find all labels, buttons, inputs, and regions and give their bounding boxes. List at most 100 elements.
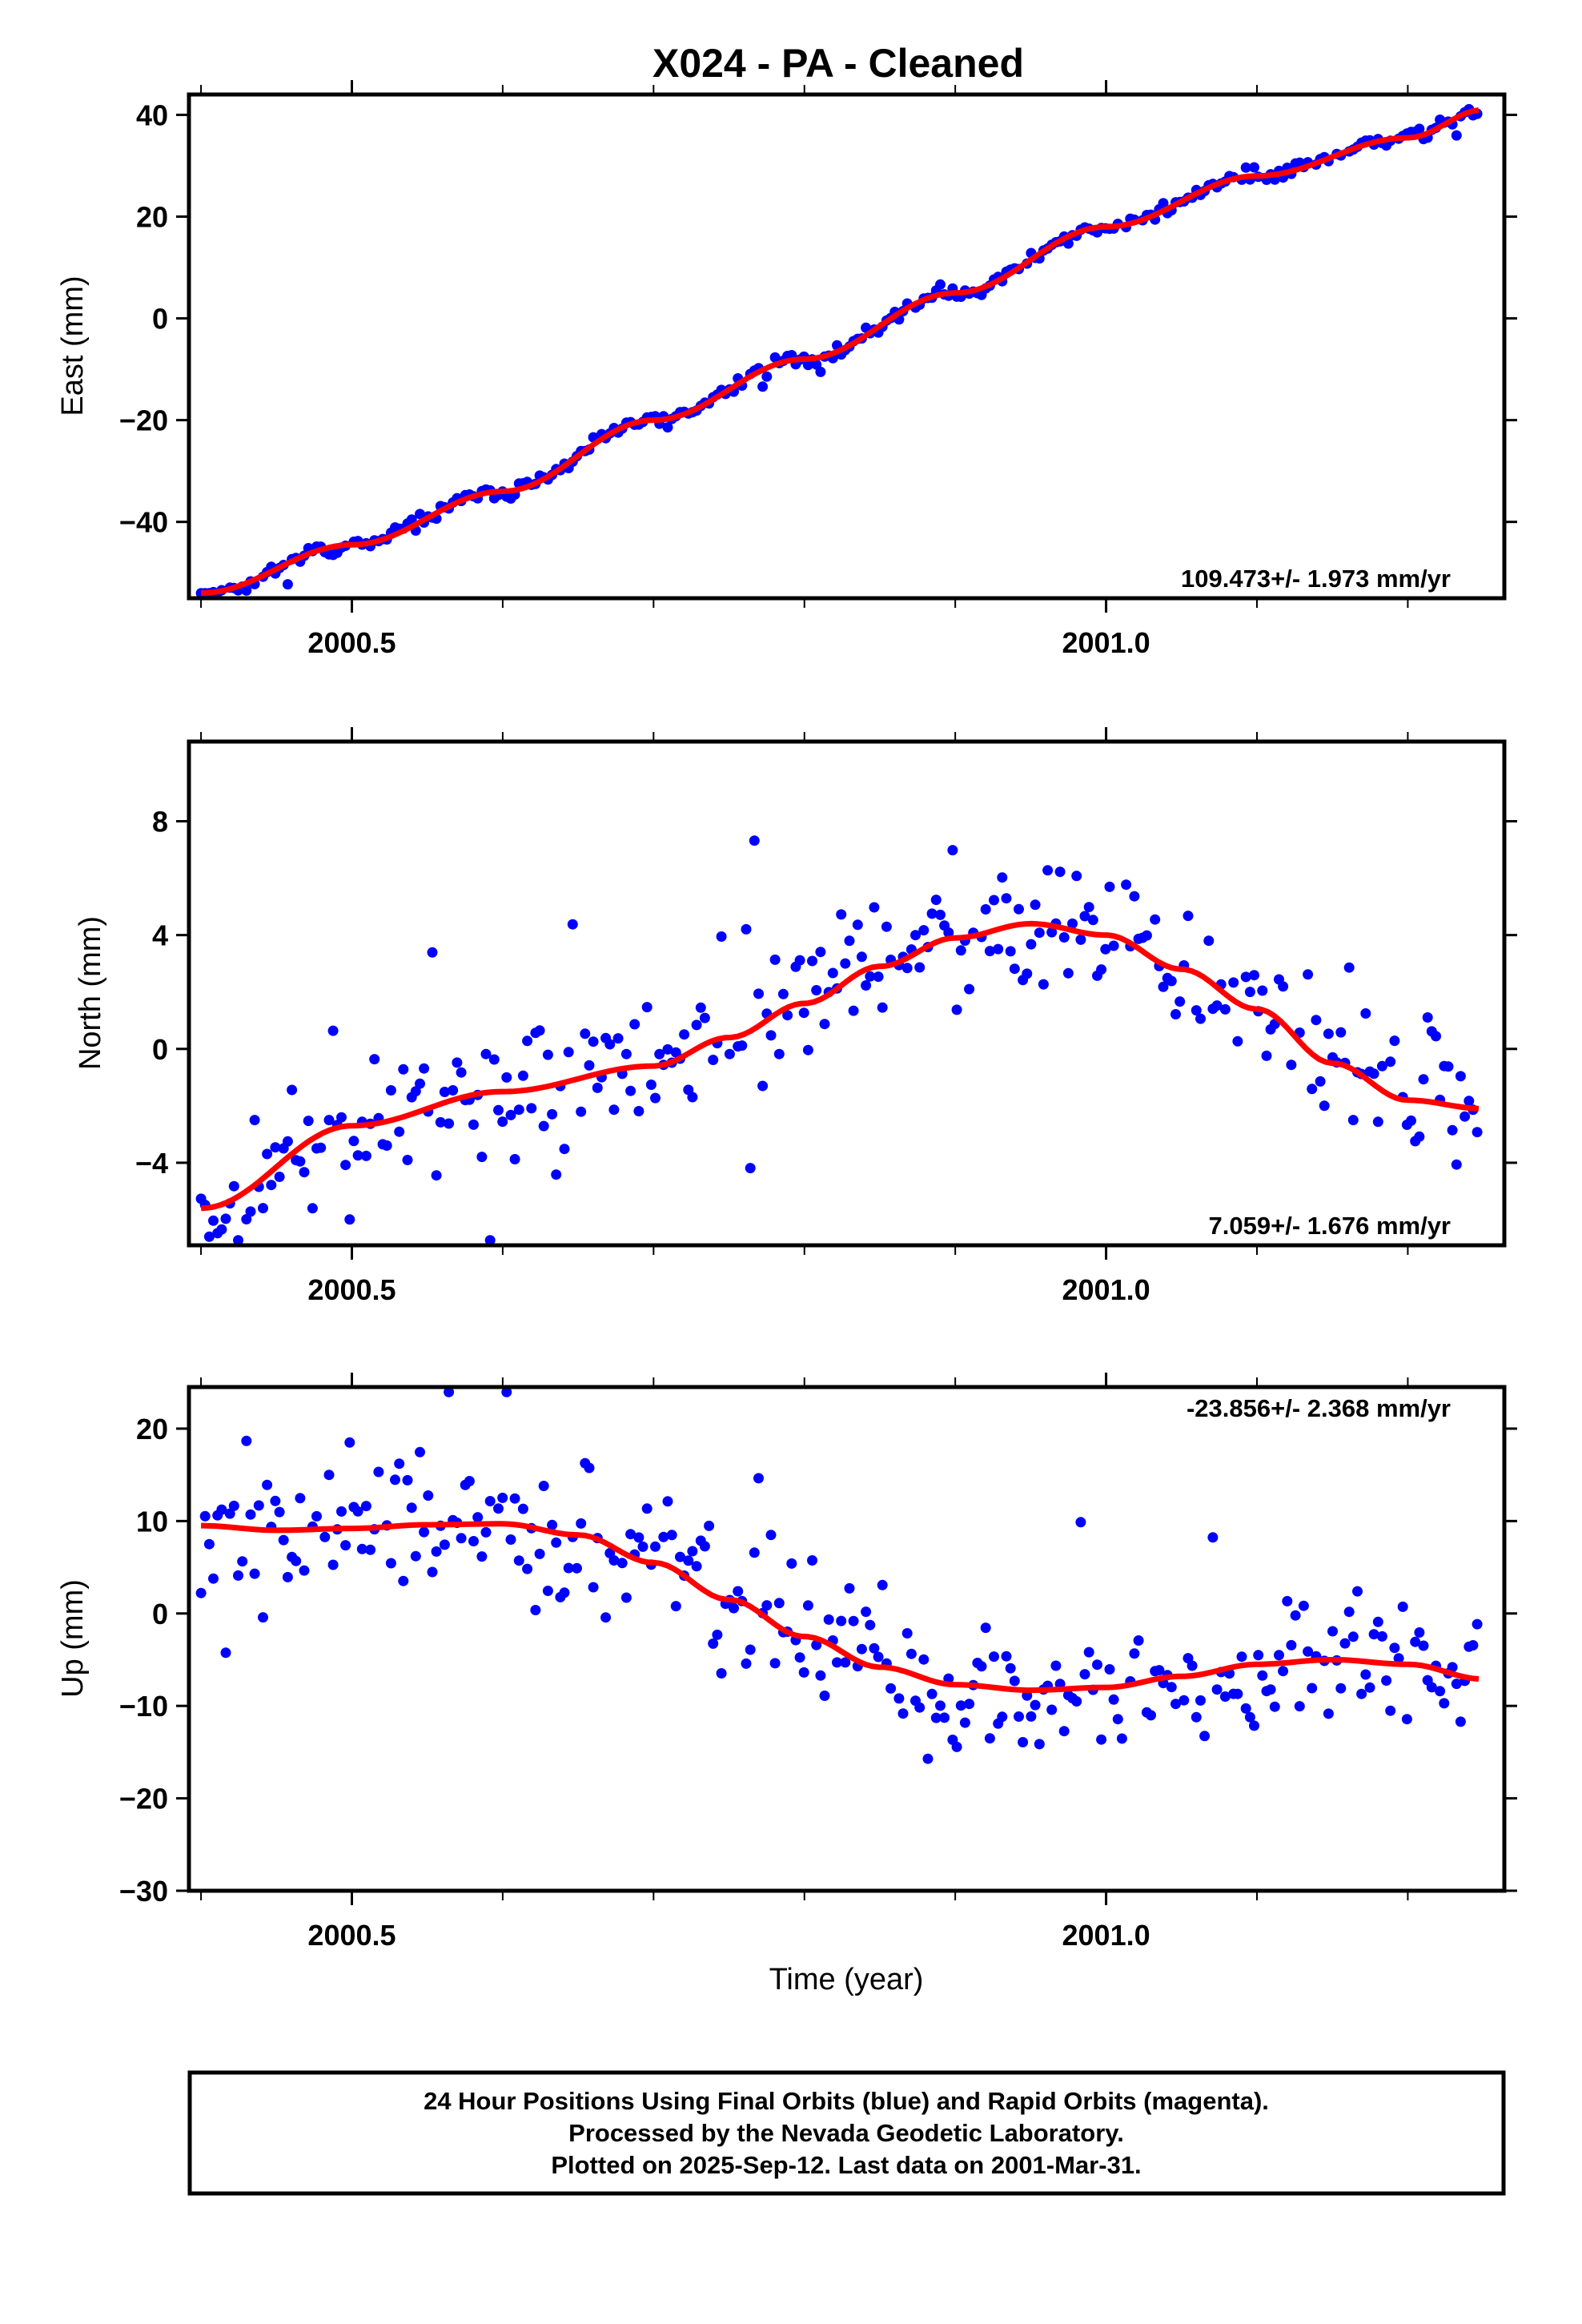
up-data-point bbox=[352, 1506, 363, 1517]
north-data-point bbox=[360, 1150, 371, 1161]
up-data-point bbox=[444, 1386, 455, 1397]
north-data-point bbox=[1249, 970, 1259, 981]
up-data-point bbox=[509, 1493, 520, 1504]
east-panel: −40 −20 0 20 40 2000.5 2001.0 East (mm) 109.47… bbox=[56, 80, 1517, 659]
east-ytick-label: −40 bbox=[119, 506, 168, 539]
north-data-point bbox=[220, 1213, 231, 1224]
up-data-point bbox=[798, 1667, 809, 1678]
north-data-point bbox=[840, 958, 851, 969]
north-data-point bbox=[1219, 1003, 1231, 1015]
up-data-point bbox=[704, 1520, 715, 1531]
north-data-point bbox=[484, 1235, 496, 1246]
east-ytick-label: 40 bbox=[136, 99, 168, 131]
north-data-point bbox=[1034, 927, 1045, 939]
up-data-point bbox=[262, 1479, 273, 1490]
north-data-point bbox=[435, 1116, 446, 1128]
north-data-point bbox=[1385, 1056, 1396, 1068]
north-data-point bbox=[1360, 1008, 1371, 1019]
up-data-point bbox=[1133, 1635, 1144, 1646]
north-data-point bbox=[1001, 893, 1012, 904]
north-data-point bbox=[228, 1180, 239, 1192]
north-data-point bbox=[1414, 1131, 1425, 1142]
north-data-point bbox=[576, 1106, 587, 1117]
up-data-point bbox=[402, 1474, 413, 1486]
north-data-point bbox=[901, 963, 913, 974]
up-data-point bbox=[394, 1458, 405, 1470]
up-data-point bbox=[1219, 1691, 1231, 1702]
north-data-point bbox=[865, 971, 876, 982]
up-data-point bbox=[811, 1639, 822, 1651]
north-data-point bbox=[708, 1055, 719, 1065]
up-data-point bbox=[1083, 1647, 1094, 1658]
north-data-point bbox=[716, 931, 727, 942]
up-data-point bbox=[456, 1533, 467, 1544]
north-data-point bbox=[1315, 1076, 1326, 1087]
up-data-point bbox=[1046, 1704, 1058, 1715]
north-data-point bbox=[604, 1039, 616, 1050]
north-data-point bbox=[1303, 969, 1314, 980]
north-data-point bbox=[241, 1214, 252, 1224]
north-data-point bbox=[501, 1072, 512, 1083]
north-plot-frame bbox=[187, 739, 1507, 1248]
north-data-point bbox=[1158, 981, 1169, 992]
up-data-point bbox=[513, 1555, 524, 1566]
east-xtick-label: 2001.0 bbox=[1062, 626, 1150, 659]
up-data-point bbox=[419, 1526, 430, 1538]
north-data-point bbox=[1307, 1084, 1318, 1095]
up-data-point bbox=[237, 1556, 248, 1567]
north-data-point bbox=[270, 1142, 281, 1153]
north-data-point bbox=[431, 1170, 442, 1181]
north-data-point bbox=[538, 1120, 549, 1132]
up-data-point bbox=[1026, 1711, 1037, 1722]
up-plot-frame bbox=[187, 1385, 1507, 1893]
north-data-point bbox=[588, 1036, 599, 1047]
north-data-point bbox=[402, 1155, 413, 1165]
north-data-point bbox=[476, 1152, 488, 1163]
up-data-point bbox=[551, 1537, 562, 1548]
up-data-point bbox=[633, 1532, 644, 1543]
up-data-point bbox=[1112, 1714, 1123, 1725]
north-data-point bbox=[203, 1231, 215, 1242]
north-data-point bbox=[869, 902, 880, 913]
east-rate-label: 109.473+/- 1.973 mm/yr bbox=[1181, 565, 1451, 593]
up-data-point bbox=[840, 1657, 851, 1668]
up-ytick-label: −10 bbox=[119, 1690, 168, 1723]
up-data-point bbox=[1034, 1739, 1045, 1750]
up-data-point bbox=[476, 1551, 488, 1562]
up-xtick-label: 2000.5 bbox=[307, 1919, 396, 1952]
north-data-point bbox=[1418, 1074, 1429, 1085]
north-data-point bbox=[1195, 1013, 1206, 1024]
north-data-point bbox=[737, 1040, 748, 1051]
east-fit-line bbox=[201, 107, 1480, 597]
up-data-point bbox=[1154, 1665, 1165, 1676]
footer-frame bbox=[187, 2070, 1506, 2196]
up-data-point bbox=[1191, 1711, 1202, 1723]
east-data-point bbox=[415, 509, 425, 520]
up-data-point bbox=[914, 1702, 926, 1713]
east-data-point bbox=[1414, 123, 1425, 135]
up-data-point bbox=[1129, 1648, 1140, 1659]
up-data-point bbox=[741, 1658, 752, 1669]
north-xtick-label: 2001.0 bbox=[1062, 1273, 1150, 1306]
up-data-point bbox=[832, 1657, 842, 1668]
up-data-point bbox=[729, 1602, 739, 1614]
up-data-point bbox=[600, 1612, 612, 1623]
north-rate-label: 7.059+/- 1.676 mm/yr bbox=[1209, 1212, 1451, 1240]
north-data-point bbox=[592, 1082, 603, 1093]
north-data-point bbox=[299, 1167, 310, 1178]
north-data-point bbox=[480, 1048, 492, 1059]
up-data-point bbox=[959, 1717, 970, 1728]
north-data-point bbox=[1071, 870, 1082, 882]
up-data-point bbox=[1294, 1701, 1305, 1712]
north-data-point bbox=[852, 919, 863, 931]
north-data-point bbox=[1121, 879, 1132, 891]
east-data-point bbox=[1240, 162, 1251, 173]
up-data-point bbox=[1269, 1701, 1280, 1712]
north-data-point bbox=[1042, 865, 1054, 876]
up-data-point bbox=[253, 1500, 264, 1511]
up-data-point bbox=[1195, 1695, 1206, 1706]
north-data-point bbox=[1460, 1111, 1471, 1122]
north-data-point bbox=[547, 1108, 558, 1120]
north-data-point bbox=[262, 1148, 273, 1160]
